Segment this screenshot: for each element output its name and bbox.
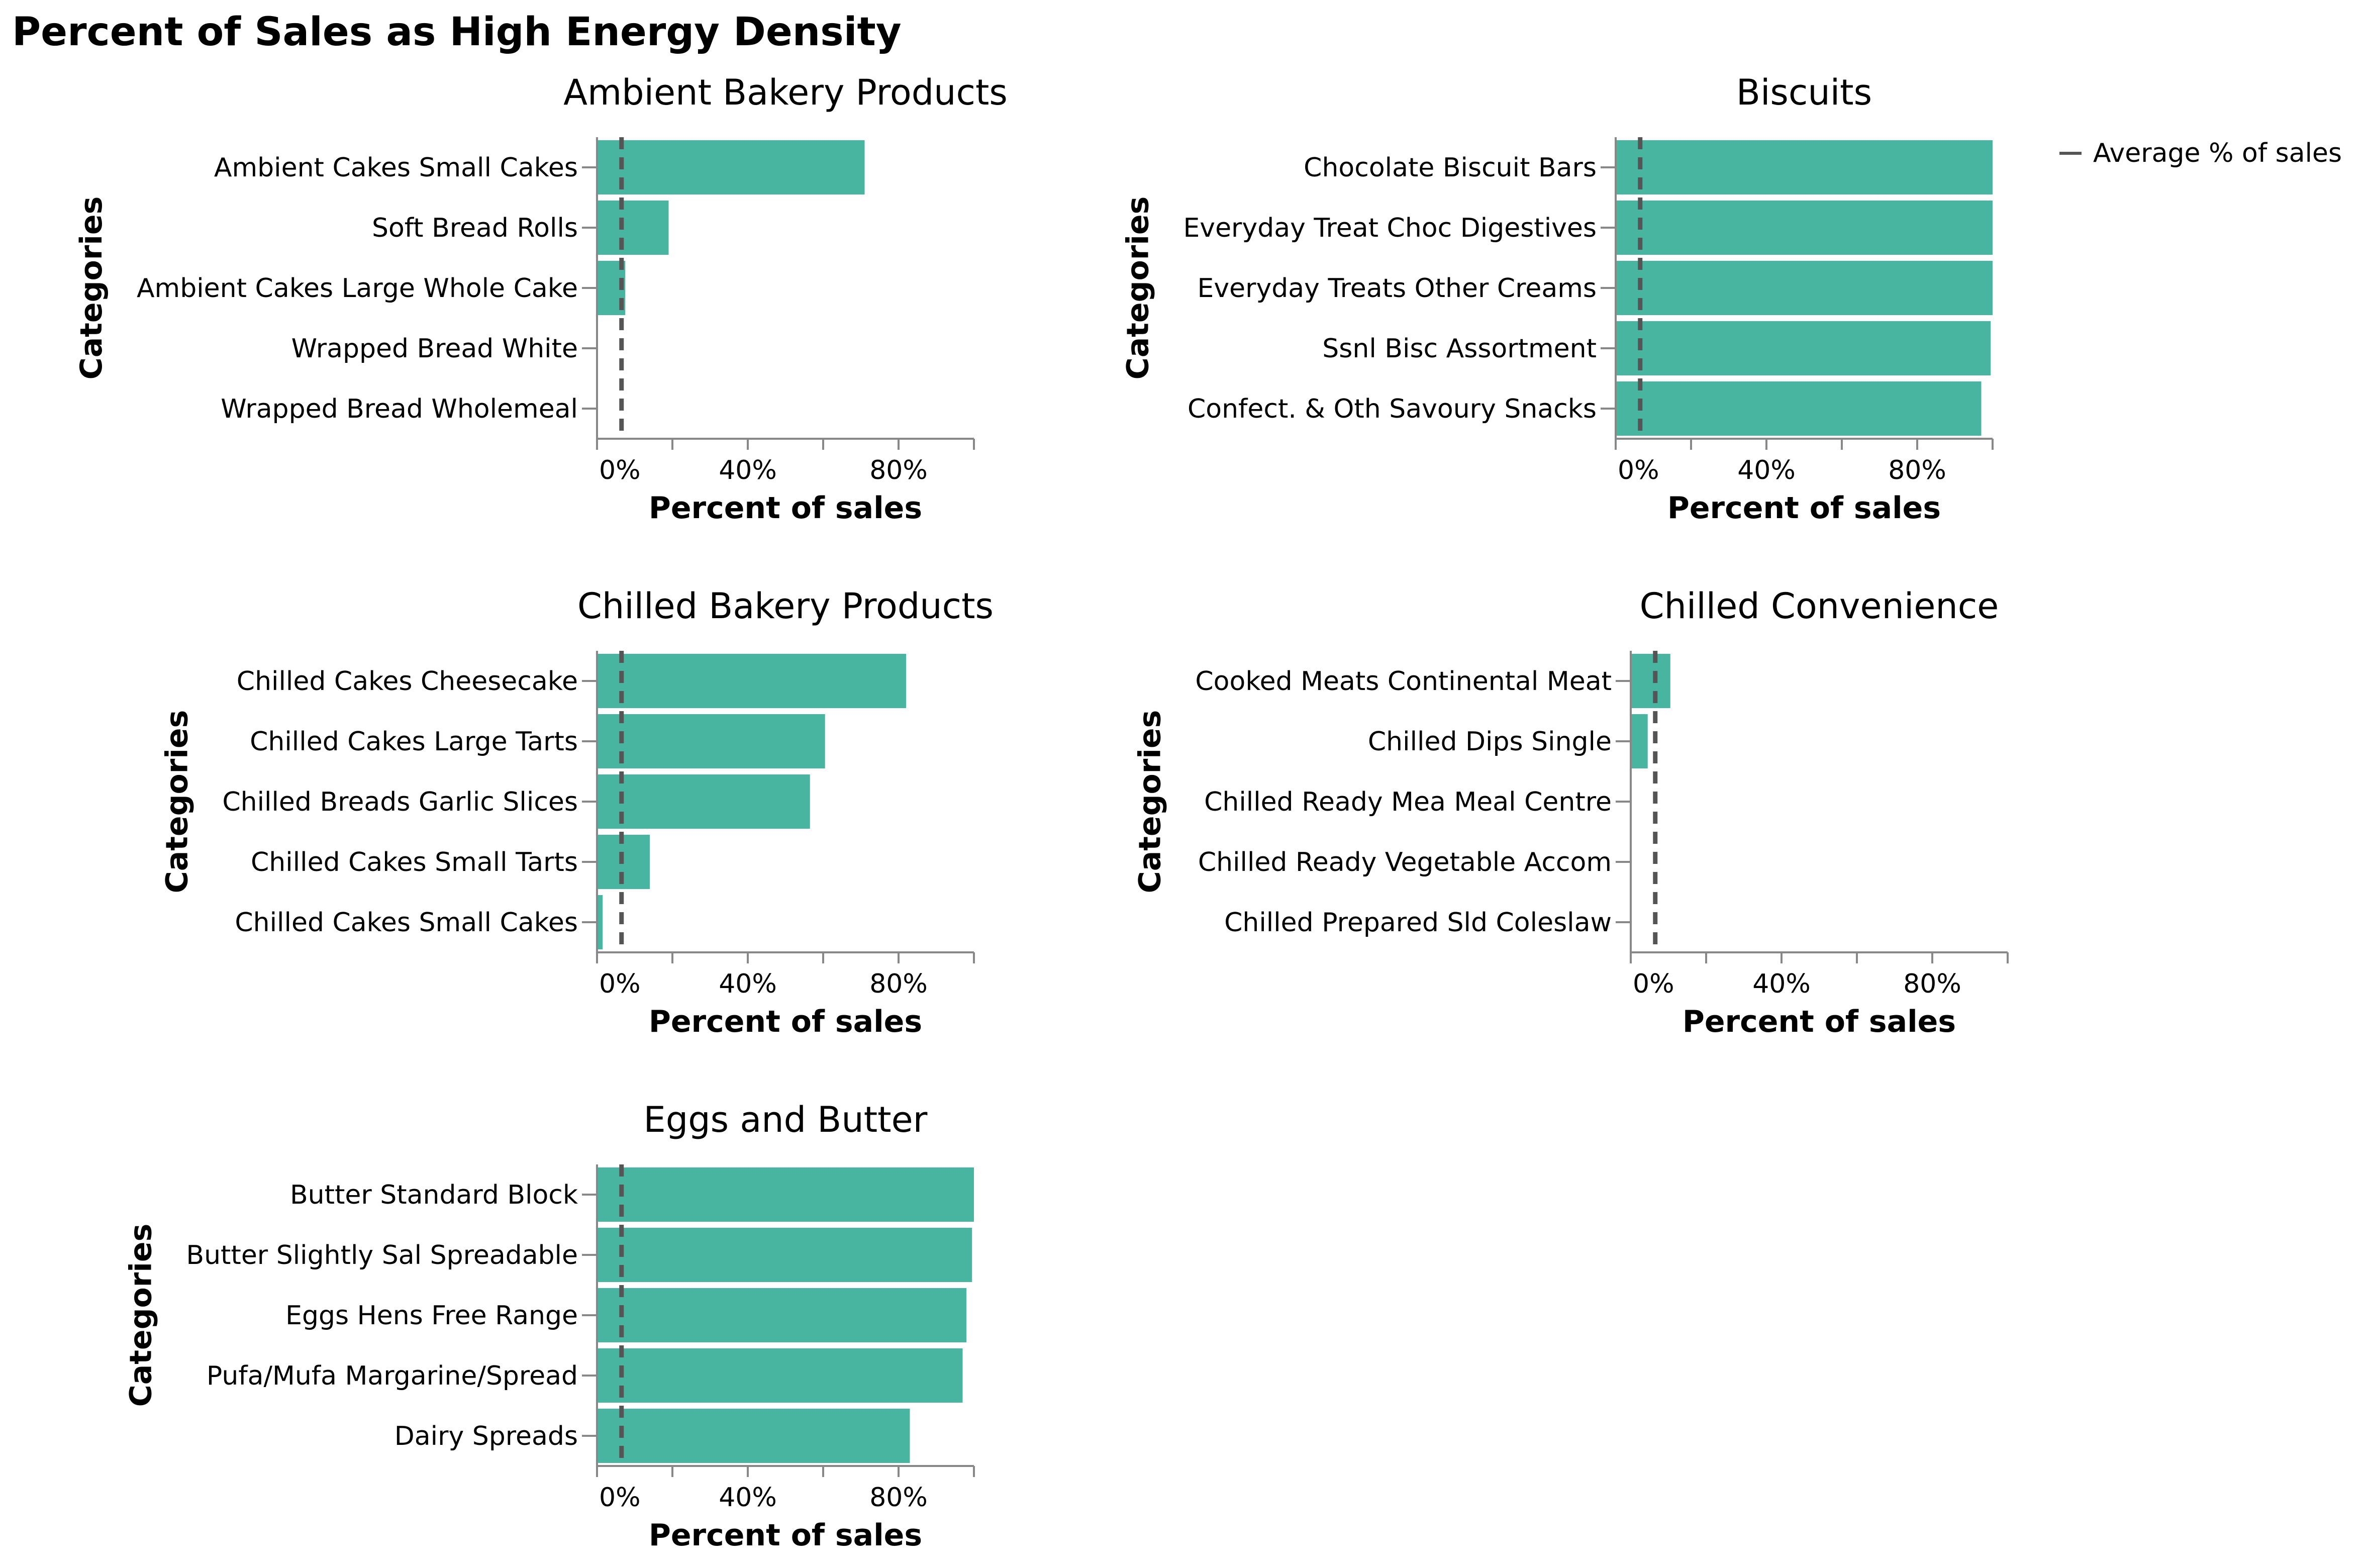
bar <box>1616 321 1991 375</box>
x-tick-label: 80% <box>1888 455 1946 485</box>
category-label: Ssnl Bisc Assortment <box>1322 334 1597 364</box>
x-tick-label: 80% <box>869 969 928 999</box>
category-label: Chilled Ready Vegetable Accom <box>1198 847 1612 877</box>
bar <box>597 1409 910 1463</box>
x-tick-label: 0% <box>599 1483 641 1513</box>
bar <box>597 1288 966 1342</box>
bar <box>597 895 603 949</box>
bar <box>597 1228 972 1282</box>
category-label: Chilled Cakes Large Tarts <box>250 727 578 757</box>
category-label: Chilled Cakes Cheesecake <box>237 666 578 697</box>
y-axis-title: Categories <box>123 1224 158 1407</box>
x-tick-label: 40% <box>719 1483 777 1513</box>
category-label: Wrapped Bread White <box>291 334 578 364</box>
panel-title: Chilled Convenience <box>1640 585 1999 627</box>
bar <box>1616 201 1993 255</box>
category-label: Chilled Dips Single <box>1368 727 1612 757</box>
category-label: Everyday Treat Choc Digestives <box>1183 213 1597 243</box>
category-label: Chocolate Biscuit Bars <box>1304 153 1597 183</box>
x-tick-label: 40% <box>1752 969 1811 999</box>
x-tick-label: 0% <box>599 455 641 485</box>
x-tick-label: 0% <box>1633 969 1674 999</box>
category-label: Chilled Breads Garlic Slices <box>222 787 578 817</box>
x-axis-title: Percent of sales <box>1683 1004 1956 1039</box>
bar <box>1631 714 1648 768</box>
x-tick-label: 80% <box>1903 969 1961 999</box>
panel-2: Biscuits Chocolate Biscuit Bars Everyday T… <box>1120 72 1994 526</box>
category-label: Everyday Treats Other Creams <box>1198 273 1597 304</box>
panel-1: Ambient Bakery Products Ambient Cakes Sma… <box>74 72 1008 526</box>
category-label: Butter Standard Block <box>290 1180 578 1210</box>
y-axis-title: Categories <box>1120 197 1155 380</box>
x-axis-title: Percent of sales <box>649 491 922 526</box>
panel-title: Ambient Bakery Products <box>563 72 1008 113</box>
x-tick-label: 40% <box>1737 455 1796 485</box>
category-label: Dairy Spreads <box>394 1421 578 1451</box>
category-label: Chilled Cakes Small Cakes <box>235 908 578 938</box>
x-tick-label: 80% <box>869 455 928 485</box>
panel-title: Biscuits <box>1736 72 1872 113</box>
category-label: Chilled Ready Mea Meal Centre <box>1204 787 1612 817</box>
chart-title: Percent of Sales as High Energy Density <box>12 10 902 55</box>
x-axis-title: Percent of sales <box>1667 491 1941 526</box>
y-axis-title: Categories <box>159 710 194 894</box>
bar <box>1616 140 1993 194</box>
x-tick-label: 80% <box>869 1483 928 1513</box>
panel-title: Eggs and Butter <box>644 1099 928 1140</box>
x-tick-label: 40% <box>719 455 777 485</box>
bar <box>1616 381 1982 436</box>
category-label: Cooked Meats Continental Meat <box>1195 666 1612 697</box>
category-label: Soft Bread Rolls <box>372 213 578 243</box>
legend: Average % of sales <box>2059 138 2342 168</box>
bar <box>597 1167 974 1222</box>
category-label: Eggs Hens Free Range <box>285 1301 578 1331</box>
category-label: Chilled Cakes Small Tarts <box>251 847 578 877</box>
bar <box>597 140 865 194</box>
category-label: Confect. & Oth Savoury Snacks <box>1188 394 1597 424</box>
category-label: Butter Slightly Sal Spreadable <box>186 1240 578 1270</box>
bar <box>1631 654 1670 708</box>
chart-panels: Ambient Bakery Products Ambient Cakes Sma… <box>74 72 2009 1553</box>
category-label: Ambient Cakes Large Whole Cake <box>137 273 578 304</box>
bar <box>597 714 825 768</box>
x-tick-label: 0% <box>599 969 641 999</box>
panel-3: Chilled Bakery Products Chilled Cakes Che… <box>159 585 994 1039</box>
panel-title: Chilled Bakery Products <box>577 585 994 627</box>
bar <box>597 201 669 255</box>
legend-label: Average % of sales <box>2093 138 2342 168</box>
bar <box>597 1348 963 1403</box>
category-label: Pufa/Mufa Margarine/Spread <box>207 1361 578 1391</box>
y-axis-title: Categories <box>74 197 109 380</box>
bar <box>597 774 810 829</box>
category-label: Chilled Prepared Sld Coleslaw <box>1224 908 1612 938</box>
panel-4: Chilled Convenience Cooked Meats Continen… <box>1132 585 2009 1039</box>
x-tick-label: 0% <box>1618 455 1659 485</box>
category-label: Wrapped Bread Wholemeal <box>221 394 578 424</box>
x-tick-label: 40% <box>719 969 777 999</box>
panel-5: Eggs and Butter Butter Standard Block Butt… <box>123 1099 975 1553</box>
x-axis-title: Percent of sales <box>649 1004 922 1039</box>
bar <box>1616 261 1993 315</box>
x-axis-title: Percent of sales <box>649 1518 922 1553</box>
y-axis-title: Categories <box>1132 710 1167 894</box>
bar <box>597 654 906 708</box>
category-label: Ambient Cakes Small Cakes <box>214 153 578 183</box>
